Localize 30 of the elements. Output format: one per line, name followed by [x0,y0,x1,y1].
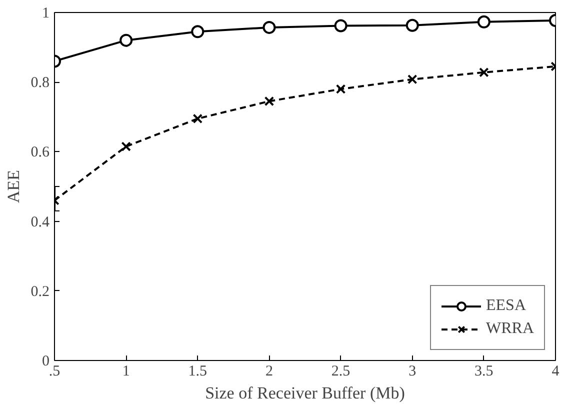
x-tick-label: 3.5 [474,364,494,380]
point [477,15,490,28]
x-tick-label: 2 [265,364,273,380]
x-axis-title: Size of Receiver Buffer (Mb) [205,384,405,402]
y-tick-label: 0.4 [30,214,50,230]
point [336,84,346,94]
y-tick-label: 0.2 [30,284,50,300]
x-tick-label: 3 [408,364,416,380]
x-tick-label: 1 [122,364,130,380]
y-tick-label: 0.6 [30,144,50,161]
x-tick-label: 2.5 [331,364,350,380]
legend-label: WRRA [486,320,534,338]
x-tick-label: 4 [552,364,560,380]
point [479,67,489,78]
point [264,96,274,106]
point [407,74,418,84]
x-tick-label: .5 [48,364,60,380]
point [121,142,131,152]
point [120,34,133,47]
x-tick-label: 1.5 [188,364,208,380]
y-tick-label: 0.8 [30,75,50,92]
y-tick-label: 1 [42,6,50,22]
point [192,114,203,124]
y-axis-title: AEE [4,170,23,204]
legend-label: EESA [486,297,526,315]
point [334,19,348,32]
point [191,25,204,38]
point [406,18,419,32]
point [262,20,276,34]
y-tick-label: 0 [42,354,50,370]
